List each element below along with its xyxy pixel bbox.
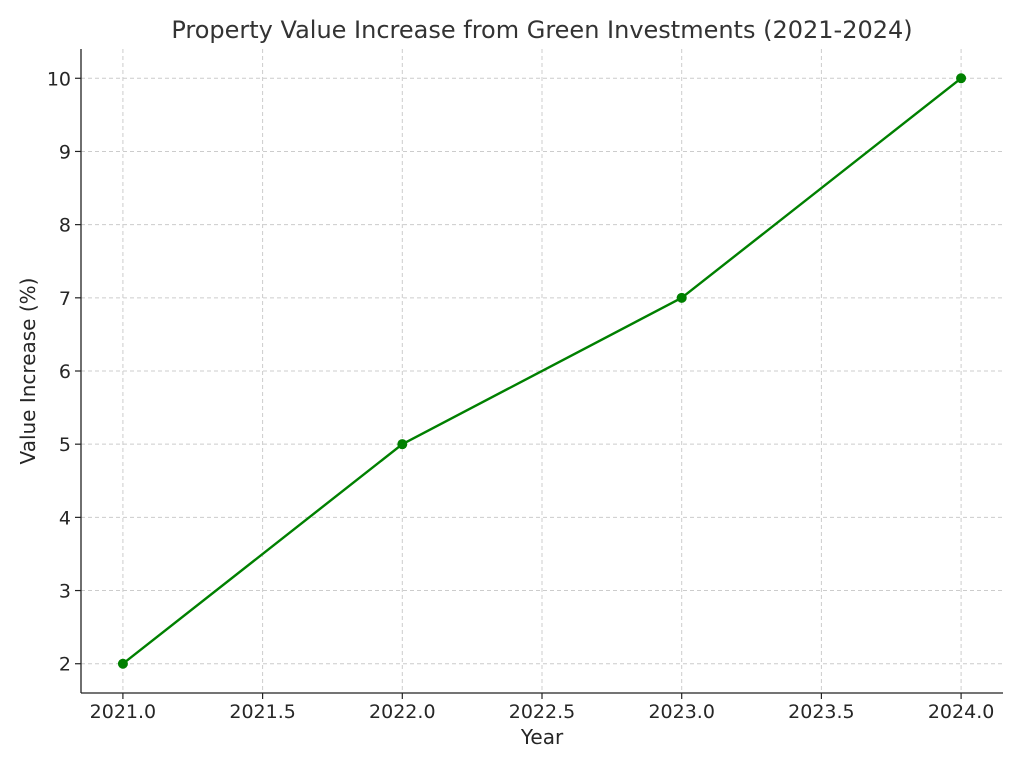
x-tick-label-6: 2024.0 — [928, 701, 994, 723]
series-layer — [117, 73, 967, 669]
y-tick-label-3: 5 — [59, 434, 71, 456]
y-tick-label-5: 7 — [59, 288, 71, 310]
x-tick-label-4: 2023.0 — [648, 701, 714, 723]
y-tick-label-4: 6 — [59, 361, 71, 383]
data-point-0-2 — [676, 292, 687, 303]
y-tick-label-2: 4 — [59, 507, 71, 529]
y-tick-label-6: 8 — [59, 215, 71, 237]
x-tick-label-0: 2021.0 — [90, 701, 156, 723]
x-tick-label-2: 2022.0 — [369, 701, 435, 723]
y-tick-label-8: 10 — [47, 68, 71, 90]
data-point-0-3 — [956, 73, 967, 84]
x-axis-label: Year — [520, 725, 564, 749]
y-tick-label-7: 9 — [59, 141, 71, 163]
x-tick-label-5: 2023.5 — [788, 701, 854, 723]
series-line-0 — [122, 77, 962, 665]
chart-title: Property Value Increase from Green Inves… — [171, 16, 912, 44]
data-point-0-1 — [397, 439, 408, 450]
y-tick-label-0: 2 — [59, 654, 71, 676]
axes-layer: 2021.0 2021.5 2022.0 2022.5 2023.0 2023.5 2024… — [47, 49, 1003, 723]
data-point-0-0 — [117, 658, 128, 669]
x-tick-label-1: 2021.5 — [229, 701, 295, 723]
y-tick-label-1: 3 — [59, 581, 71, 603]
y-axis-label: Value Increase (%) — [16, 278, 40, 465]
x-tick-label-3: 2022.5 — [509, 701, 575, 723]
